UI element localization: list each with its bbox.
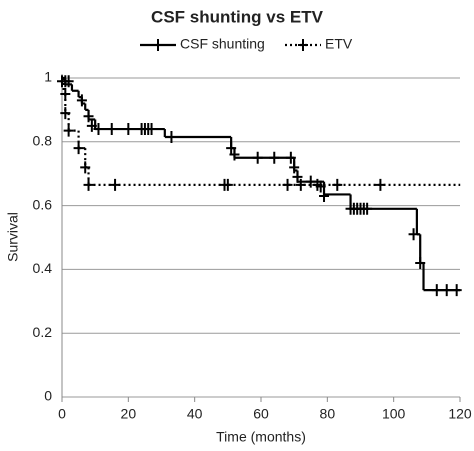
censor-mark (408, 228, 419, 241)
y-tick-label: 1 (44, 69, 52, 85)
y-tick-label: 0.4 (33, 260, 53, 276)
x-tick-label: 40 (187, 406, 203, 422)
censor-mark (332, 178, 343, 191)
legend-label: CSF shunting (180, 36, 265, 52)
censor-mark (57, 75, 67, 88)
censor-mark (252, 151, 263, 164)
censor-mark (312, 178, 323, 191)
censor-mark (60, 87, 71, 100)
legend-marker (153, 39, 163, 51)
censor-mark (375, 178, 386, 191)
y-tick-label: 0.6 (33, 196, 53, 212)
censor-mark (106, 123, 117, 136)
y-tick-label: 0.2 (33, 324, 53, 340)
censor-mark (451, 284, 462, 297)
censor-mark (146, 123, 157, 136)
censor-mark (441, 284, 452, 297)
censor-mark (83, 110, 94, 123)
censor-mark (73, 142, 84, 155)
chart-title: CSF shunting vs ETV (151, 7, 324, 26)
censor-mark (229, 148, 240, 161)
x-tick-label: 60 (253, 406, 269, 422)
x-tick-label: 120 (448, 406, 472, 422)
censor-mark (80, 161, 91, 174)
x-axis-label: Time (months) (216, 429, 306, 445)
censor-mark (305, 175, 316, 188)
censor-mark (63, 124, 74, 137)
censor-mark (431, 284, 442, 297)
censor-mark (222, 178, 233, 191)
x-tick-label: 80 (320, 406, 336, 422)
censor-mark (295, 178, 306, 191)
censor-mark (166, 131, 177, 144)
censor-mark (285, 151, 296, 164)
censor-mark (415, 257, 426, 270)
censor-mark (60, 107, 71, 120)
censor-mark (226, 142, 237, 155)
y-tick-label: 0 (44, 388, 52, 404)
y-axis-label: Survival (5, 212, 21, 262)
censor-mark (319, 190, 330, 203)
censor-mark (86, 119, 97, 132)
legend-marker (298, 39, 308, 51)
censor-mark (76, 94, 87, 107)
x-tick-label: 100 (382, 406, 406, 422)
censor-mark (123, 123, 134, 136)
censor-mark (93, 123, 104, 136)
censor-mark (282, 178, 293, 191)
censor-mark (269, 151, 280, 164)
y-tick-label: 0.8 (33, 133, 53, 149)
legend-label: ETV (325, 36, 353, 52)
x-tick-label: 20 (121, 406, 137, 422)
censor-mark (83, 178, 94, 191)
censor-mark (362, 202, 373, 215)
censor-mark (292, 170, 303, 183)
x-tick-label: 0 (58, 406, 66, 422)
censor-mark (289, 161, 300, 174)
censor-mark (110, 178, 121, 191)
